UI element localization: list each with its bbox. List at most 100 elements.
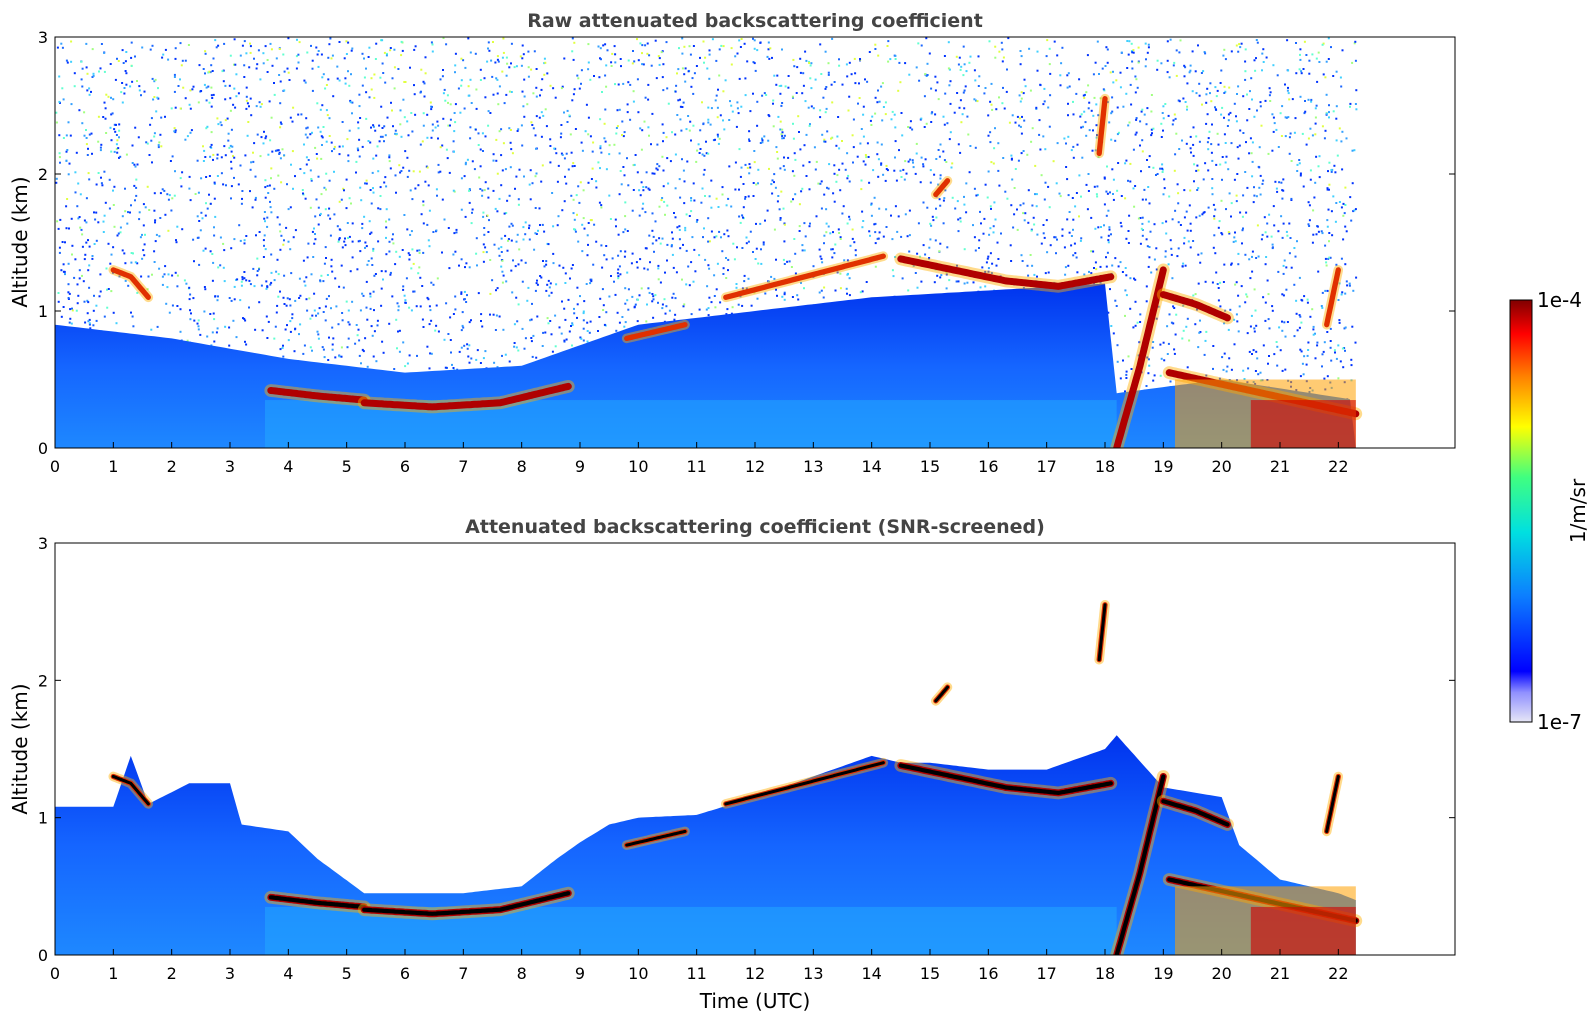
noise-pixel — [460, 57, 463, 60]
noise-pixel — [808, 62, 811, 64]
noise-pixel — [1127, 53, 1130, 56]
noise-pixel — [189, 107, 192, 110]
noise-pixel — [662, 140, 664, 143]
noise-pixel — [1033, 273, 1036, 276]
noise-pixel — [366, 263, 369, 266]
noise-pixel — [782, 258, 785, 261]
noise-pixel — [135, 178, 138, 181]
noise-pixel — [1090, 216, 1093, 219]
noise-pixel — [877, 237, 880, 240]
noise-pixel — [1095, 124, 1098, 127]
noise-pixel — [326, 114, 329, 117]
noise-pixel — [498, 197, 501, 200]
noise-pixel — [1267, 362, 1269, 365]
noise-pixel — [1236, 173, 1239, 175]
noise-pixel — [493, 243, 496, 246]
noise-pixel — [671, 131, 673, 134]
noise-pixel — [1061, 234, 1064, 237]
noise-pixel — [68, 227, 70, 230]
noise-pixel — [1221, 156, 1224, 158]
noise-pixel — [244, 340, 246, 343]
noise-pixel — [399, 171, 402, 174]
noise-pixel — [286, 297, 289, 300]
noise-pixel — [990, 82, 993, 85]
noise-pixel — [664, 312, 667, 315]
noise-pixel — [360, 199, 363, 202]
noise-pixel — [584, 130, 587, 133]
noise-pixel — [88, 318, 91, 321]
noise-pixel — [566, 109, 569, 112]
noise-pixel — [798, 203, 801, 206]
noise-pixel — [379, 186, 382, 189]
noise-pixel — [626, 299, 629, 302]
noise-pixel — [1189, 189, 1192, 192]
noise-pixel — [891, 269, 894, 272]
noise-pixel — [822, 96, 825, 99]
noise-pixel — [1021, 115, 1023, 118]
noise-pixel — [361, 222, 364, 225]
noise-pixel — [324, 87, 327, 90]
noise-pixel — [110, 253, 113, 256]
noise-pixel — [838, 168, 841, 171]
noise-pixel — [327, 78, 330, 81]
noise-pixel — [854, 82, 857, 85]
noise-pixel — [216, 117, 219, 120]
noise-pixel — [746, 166, 749, 169]
noise-pixel — [964, 85, 967, 88]
noise-pixel — [657, 55, 660, 58]
noise-pixel — [436, 194, 438, 197]
noise-pixel — [1272, 130, 1275, 133]
noise-pixel — [1011, 114, 1014, 117]
noise-pixel — [230, 150, 233, 153]
noise-pixel — [580, 337, 583, 340]
noise-pixel — [449, 124, 451, 127]
noise-pixel — [1188, 71, 1191, 74]
noise-pixel — [1345, 280, 1348, 283]
noise-pixel — [730, 205, 733, 208]
noise-pixel — [1172, 322, 1175, 325]
noise-pixel — [824, 50, 827, 53]
noise-pixel — [767, 41, 770, 44]
noise-pixel — [680, 129, 683, 132]
noise-pixel — [529, 169, 532, 172]
noise-pixel — [697, 143, 700, 146]
noise-pixel — [831, 101, 834, 104]
noise-pixel — [1175, 132, 1178, 135]
noise-pixel — [509, 141, 512, 144]
noise-pixel — [488, 219, 490, 222]
noise-pixel — [776, 157, 779, 160]
noise-pixel — [1185, 142, 1188, 145]
noise-pixel — [480, 320, 482, 322]
noise-pixel — [369, 189, 372, 191]
noise-pixel — [1229, 308, 1232, 311]
noise-pixel — [859, 291, 862, 294]
noise-pixel — [341, 319, 344, 322]
noise-pixel — [731, 306, 734, 309]
noise-pixel — [1299, 348, 1302, 351]
noise-pixel — [877, 89, 879, 92]
noise-pixel — [1327, 58, 1330, 60]
noise-pixel — [685, 213, 688, 216]
noise-pixel — [256, 257, 259, 260]
noise-pixel — [735, 286, 738, 289]
noise-pixel — [303, 79, 306, 82]
noise-pixel — [1241, 215, 1244, 218]
noise-pixel — [1296, 240, 1298, 243]
noise-pixel — [509, 129, 512, 131]
noise-pixel — [1340, 257, 1343, 260]
noise-pixel — [99, 149, 102, 152]
noise-pixel — [153, 80, 156, 83]
noise-pixel — [222, 266, 225, 269]
noise-pixel — [1167, 114, 1170, 117]
noise-pixel — [235, 73, 238, 76]
noise-pixel — [279, 230, 282, 233]
noise-pixel — [936, 81, 939, 84]
noise-pixel — [1137, 46, 1140, 49]
noise-pixel — [113, 123, 116, 126]
noise-pixel — [142, 203, 145, 206]
noise-pixel — [249, 168, 252, 171]
noise-pixel — [1340, 293, 1343, 296]
noise-pixel — [774, 186, 777, 189]
noise-pixel — [690, 197, 693, 199]
noise-pixel — [1181, 139, 1183, 142]
